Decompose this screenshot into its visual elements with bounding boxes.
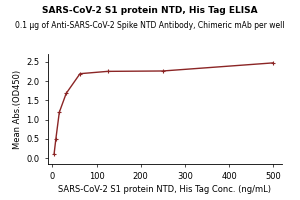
Point — [271, 61, 276, 64]
Point — [64, 92, 69, 95]
Text: SARS-CoV-2 S1 protein NTD, His Tag ELISA: SARS-CoV-2 S1 protein NTD, His Tag ELISA — [42, 6, 258, 15]
Y-axis label: Mean Abs.(OD450): Mean Abs.(OD450) — [14, 69, 22, 149]
Point — [160, 69, 165, 73]
Text: 0.1 μg of Anti-SARS-CoV-2 Spike NTD Antibody, Chimeric mAb per well: 0.1 μg of Anti-SARS-CoV-2 Spike NTD Anti… — [15, 21, 285, 30]
Point — [78, 72, 82, 75]
Point — [105, 70, 110, 73]
Point — [53, 137, 58, 141]
Point — [57, 111, 62, 114]
Point — [52, 152, 56, 155]
X-axis label: SARS-CoV-2 S1 protein NTD, His Tag Conc. (ng/mL): SARS-CoV-2 S1 protein NTD, His Tag Conc.… — [58, 186, 272, 194]
